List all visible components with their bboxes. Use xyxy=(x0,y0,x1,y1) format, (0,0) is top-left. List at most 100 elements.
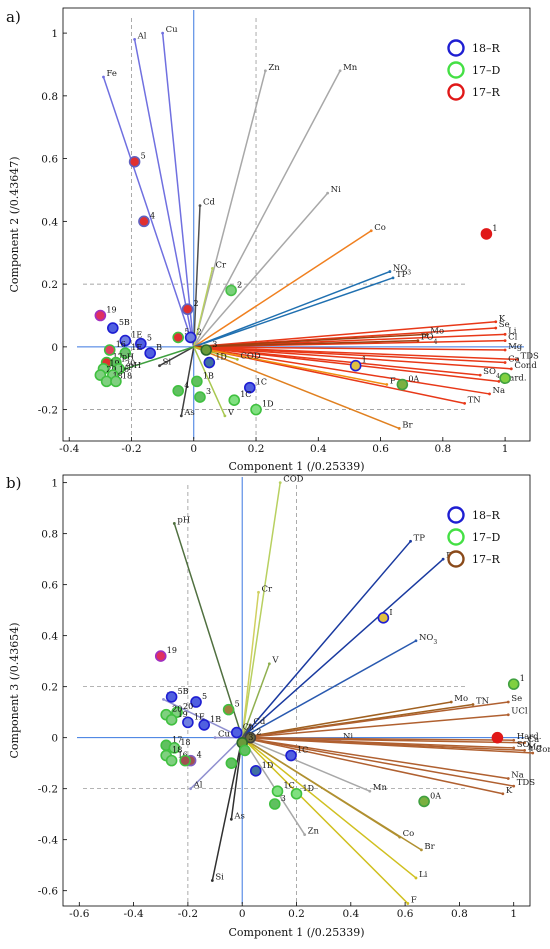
y-tick-label: -0.2 xyxy=(38,784,58,796)
loading-vector-label: Co xyxy=(403,829,415,839)
loading-vector xyxy=(241,540,412,739)
loading-vector xyxy=(241,736,526,744)
sample-point xyxy=(94,309,107,322)
sample-point xyxy=(138,215,150,228)
loading-vector-label: Hard. xyxy=(502,373,527,383)
loading-vector xyxy=(193,230,372,348)
x-tick-label: 0 xyxy=(190,443,197,455)
x-tick-label: 0.6 xyxy=(397,908,414,920)
x-tick-label: -0.4 xyxy=(59,443,80,455)
sample-point-label: 3 xyxy=(212,340,217,349)
sample-point-label: 17 xyxy=(172,735,182,744)
sample-point-label: Cu xyxy=(243,723,254,732)
loading-vector-tip xyxy=(326,191,330,195)
loading-vector-label: Mn xyxy=(373,783,388,793)
legend-marker xyxy=(447,61,465,79)
sample-point-label: 2 xyxy=(256,728,261,737)
sample-point xyxy=(165,714,178,726)
x-tick-label: 0.6 xyxy=(372,443,389,455)
loading-vector xyxy=(161,32,195,348)
x-tick-label: 1 xyxy=(510,908,517,920)
sample-point-label: 1 xyxy=(362,356,367,365)
loading-vector xyxy=(158,346,195,367)
sample-point-label: 1 xyxy=(492,224,497,233)
loading-vector-label: Cl xyxy=(508,333,518,343)
loading-vector-tip xyxy=(506,700,510,704)
sample-point-label: 18 xyxy=(180,738,190,747)
sample-point-label: 16 xyxy=(178,751,188,760)
legend-marker xyxy=(447,550,465,568)
loading-vector-tip xyxy=(278,481,282,485)
loading-vector-tip xyxy=(391,276,395,280)
sample-point-label: 1B xyxy=(210,715,221,724)
loading-vector-tip xyxy=(512,738,516,742)
sample-point-label: 1E xyxy=(131,343,142,352)
loading-vector-label: Ni xyxy=(331,185,341,195)
sample-point-label: 1 xyxy=(520,674,525,683)
loading-vector xyxy=(241,736,371,792)
sample-point xyxy=(182,716,194,729)
x-tick-label: -0.4 xyxy=(123,908,144,920)
sample-point xyxy=(107,322,119,334)
loading-vector-tip xyxy=(503,361,507,364)
loading-vector-tip xyxy=(531,751,535,755)
sample-point xyxy=(184,331,197,344)
sample-point xyxy=(499,372,511,385)
sample-point-label: 1C xyxy=(283,781,294,790)
y-tick-label: 0 xyxy=(51,342,58,354)
sample-point-label: 20 xyxy=(183,702,193,711)
x-axis-label: Component 1 (/0.25339) xyxy=(228,460,364,473)
loading-vector-tip xyxy=(494,320,498,324)
loading-vector-tip xyxy=(162,698,165,701)
sample-point xyxy=(250,403,262,416)
loading-vector-tip xyxy=(267,662,271,666)
sample-point xyxy=(172,331,184,344)
loading-vector-tip xyxy=(441,557,445,561)
loading-vector xyxy=(241,736,417,879)
loading-vector-label: Cr xyxy=(261,584,273,594)
loading-vector-tip xyxy=(210,879,214,882)
loading-vector-tip xyxy=(497,379,501,383)
sample-point-label: 2 xyxy=(237,280,242,289)
loading-vector-label: Mg xyxy=(528,742,543,752)
loading-vector xyxy=(193,346,506,351)
sample-point xyxy=(103,344,116,356)
loading-vector-label: Ca xyxy=(508,355,520,365)
loading-vector-tip xyxy=(478,373,482,377)
loading-vector xyxy=(241,481,281,739)
loading-vector-tip xyxy=(501,792,505,796)
legend-marker xyxy=(447,506,465,524)
loading-vector xyxy=(193,270,391,348)
loading-vector xyxy=(241,736,306,836)
x-tick-label: -0.6 xyxy=(69,908,90,920)
loading-vector xyxy=(241,736,515,787)
loading-vector-tip xyxy=(512,784,516,788)
loading-vector-tip xyxy=(503,339,507,342)
legend-label: 18–R xyxy=(472,509,500,522)
loading-vector-tip xyxy=(512,746,516,750)
sample-point-label: B xyxy=(156,343,162,352)
loading-vector-label: NO3 xyxy=(393,264,411,277)
loading-vector-tip xyxy=(179,414,183,418)
loading-vector-label: Mg xyxy=(508,342,523,352)
y-tick-label: 0.4 xyxy=(41,631,58,643)
loading-vector xyxy=(241,736,423,851)
sample-point xyxy=(228,394,241,407)
loading-vector-label: Cu xyxy=(218,730,231,740)
sample-point xyxy=(172,384,184,397)
panel-b: CODpHCrVTPPO4NO3MoTNNiSeUClHard.CaSO4MgC… xyxy=(6,474,550,939)
sample-point-label: 4 xyxy=(150,211,155,220)
sample-point xyxy=(144,347,156,359)
loading-vector xyxy=(193,321,497,348)
sample-point xyxy=(203,356,216,369)
loading-vector-tip xyxy=(133,37,137,41)
loading-vector-label: Se xyxy=(511,694,522,704)
sample-point-label: 5 xyxy=(141,152,146,161)
loading-vector-label: Cd xyxy=(203,198,216,208)
loading-vector xyxy=(241,558,444,739)
loading-vector-label: As xyxy=(183,408,195,418)
sample-point-label: 2 xyxy=(194,299,199,308)
sample-point xyxy=(165,691,178,703)
